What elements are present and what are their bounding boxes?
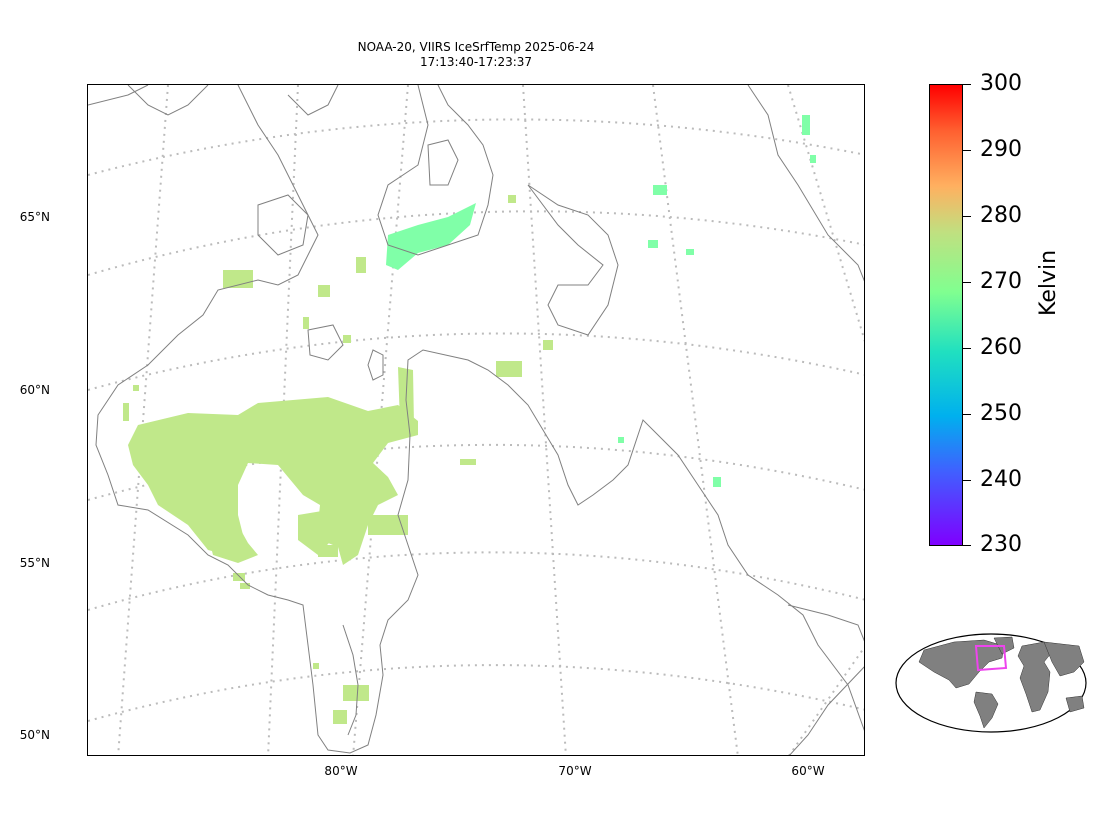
colorbar-label-270: 270 bbox=[980, 269, 1022, 294]
colorbar-tick bbox=[963, 480, 971, 481]
colorbar-label-260: 260 bbox=[980, 335, 1022, 360]
map-canvas bbox=[88, 85, 864, 755]
data-patch-cold bbox=[713, 477, 721, 487]
data-patch bbox=[356, 257, 366, 273]
data-patch bbox=[240, 583, 250, 589]
data-patch bbox=[233, 573, 245, 581]
meridian-line bbox=[788, 646, 864, 755]
continents bbox=[918, 636, 1085, 729]
data-patch bbox=[333, 710, 347, 724]
coastline-ungava bbox=[527, 184, 619, 336]
world-locator-inset bbox=[894, 632, 1088, 738]
data-patch bbox=[343, 335, 351, 343]
data-patch bbox=[368, 515, 408, 535]
data-patch bbox=[303, 317, 309, 329]
coastlines bbox=[88, 85, 864, 755]
colorbar-label-290: 290 bbox=[980, 137, 1022, 162]
data-patch-cold bbox=[618, 437, 624, 443]
data-patch-cold bbox=[648, 240, 658, 248]
data-region-south bbox=[208, 525, 258, 563]
colorbar-tick bbox=[963, 282, 971, 283]
coastline-baffin bbox=[377, 85, 494, 256]
parallel-line bbox=[88, 118, 864, 176]
parallel-line bbox=[88, 332, 864, 391]
data-patch-cold bbox=[810, 155, 816, 163]
data-patch bbox=[460, 459, 476, 465]
coastline-james-bay bbox=[342, 624, 359, 736]
coastline-southampton bbox=[257, 194, 309, 256]
meridian-line bbox=[652, 85, 739, 755]
data-patch bbox=[343, 685, 369, 701]
australia bbox=[1065, 695, 1085, 713]
ice-temperature-data bbox=[123, 195, 553, 724]
title-line-1: NOAA-20, VIIRS IceSrfTemp 2025-06-24 bbox=[357, 40, 595, 54]
lat-label-55: 55°N bbox=[19, 556, 50, 570]
colorbar-tick bbox=[963, 84, 971, 85]
colorbar-tick bbox=[963, 216, 971, 217]
data-patch bbox=[496, 361, 522, 377]
region-box bbox=[974, 645, 1008, 672]
data-patch-cold bbox=[802, 115, 810, 135]
coastline-newfoundland bbox=[787, 604, 864, 755]
data-patch-cold bbox=[686, 249, 694, 255]
data-region-west bbox=[298, 510, 338, 555]
asia bbox=[1043, 641, 1085, 677]
meridian-line bbox=[522, 85, 567, 755]
data-patch bbox=[318, 285, 330, 297]
colorbar-tick bbox=[963, 348, 971, 349]
lon-label-70w: 70°W bbox=[558, 764, 592, 778]
data-patch bbox=[313, 663, 319, 669]
data-patch bbox=[133, 385, 139, 391]
parallel-line bbox=[88, 210, 864, 276]
data-patch-cold bbox=[653, 185, 667, 195]
parallel-line bbox=[88, 664, 864, 722]
lon-label-80w: 80°W bbox=[324, 764, 358, 778]
parallel-line bbox=[88, 551, 864, 611]
data-region-hudson-strait bbox=[386, 203, 476, 270]
lon-label-60w: 60°W bbox=[791, 764, 825, 778]
colorbar-label-240: 240 bbox=[980, 467, 1022, 492]
north-america bbox=[918, 639, 1005, 689]
title-line-2: 17:13:40-17:23:37 bbox=[419, 55, 533, 69]
data-region-hudson-bay bbox=[128, 397, 418, 565]
locator-map bbox=[895, 633, 1087, 733]
lat-label-65: 65°N bbox=[19, 210, 50, 224]
colorbar-label-280: 280 bbox=[980, 203, 1022, 228]
data-patch bbox=[508, 195, 516, 203]
colorbar-tick bbox=[963, 545, 971, 546]
meridian-line bbox=[787, 85, 864, 342]
colorbar bbox=[929, 84, 963, 546]
lat-label-50: 50°N bbox=[19, 728, 50, 742]
data-patch bbox=[318, 545, 338, 557]
main-map[interactable] bbox=[87, 84, 865, 756]
coastline-mansel bbox=[307, 324, 344, 361]
map-title: NOAA-20, VIIRS IceSrfTemp 2025-06-24 17:… bbox=[87, 40, 865, 70]
coastline-north-islands bbox=[127, 85, 339, 116]
meridian-line bbox=[117, 85, 169, 755]
coastline-belcher bbox=[367, 349, 384, 381]
coastline-hudson-bay bbox=[88, 85, 864, 754]
colorbar-label-300: 300 bbox=[980, 71, 1022, 96]
data-patch bbox=[543, 340, 553, 350]
colorbar-tick bbox=[963, 414, 971, 415]
colorbar-title: Kelvin bbox=[1036, 249, 1061, 316]
coastline-lake bbox=[427, 139, 459, 186]
ice-temperature-data-cold bbox=[386, 115, 816, 487]
colorbar-tick bbox=[963, 150, 971, 151]
lat-label-60: 60°N bbox=[19, 383, 50, 397]
colorbar-label-230: 230 bbox=[980, 532, 1022, 557]
colorbar-label-250: 250 bbox=[980, 401, 1022, 426]
south-america bbox=[973, 691, 999, 729]
coastline-greenland bbox=[747, 85, 864, 282]
data-patch bbox=[123, 403, 129, 421]
